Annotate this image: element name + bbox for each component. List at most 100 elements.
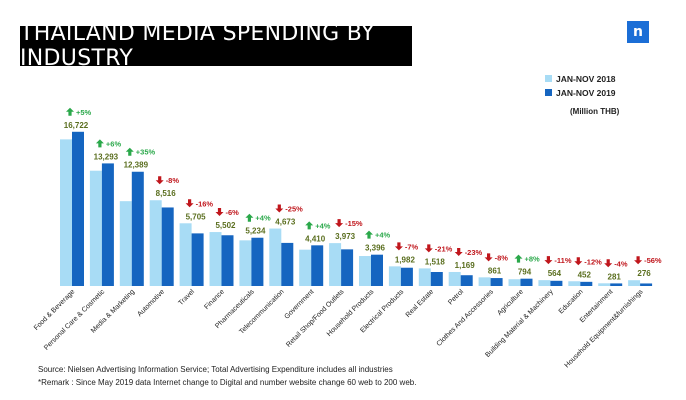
value-label: 3,396 (365, 244, 386, 253)
change-label: +4% (255, 214, 271, 223)
category-label: Travel (177, 288, 196, 307)
change-label: -4% (614, 259, 628, 268)
bar-2019 (281, 242, 294, 286)
value-label: 5,705 (186, 212, 207, 221)
change-label: -8% (166, 176, 180, 185)
category-label: Personal Care & Cosmetic (43, 288, 107, 352)
value-label: 13,293 (94, 152, 119, 161)
category-label: Education (558, 288, 585, 315)
value-label: 861 (488, 266, 502, 275)
bar-2019 (131, 171, 144, 286)
arrow-up-icon (245, 213, 254, 222)
value-label: 1,169 (455, 261, 476, 270)
category-label: Finance (203, 288, 226, 311)
bar-2018 (448, 271, 461, 286)
bars-group (60, 131, 653, 286)
unit-label: (Million THB) (570, 107, 620, 116)
bar-2018 (239, 240, 252, 286)
arrow-up-icon (514, 254, 523, 263)
change-label: -12% (584, 257, 602, 266)
bar-2019 (490, 278, 503, 286)
bar-2019 (101, 163, 114, 286)
value-label: 16,722 (64, 121, 89, 130)
change-label: -16% (196, 199, 214, 208)
arrow-down-icon (634, 256, 643, 265)
category-label: Automotive (136, 288, 166, 318)
arrow-down-icon (424, 244, 433, 253)
bar-2018 (119, 201, 132, 286)
arrow-down-icon (335, 219, 344, 228)
bar-2018 (359, 256, 371, 286)
bar-2019 (610, 283, 623, 286)
bar-2018 (598, 283, 611, 286)
value-label: 8,516 (156, 189, 177, 198)
bar-2018 (209, 232, 222, 286)
value-label: 5,502 (215, 221, 236, 230)
bar-2018 (149, 200, 162, 286)
arrow-down-icon (215, 208, 224, 217)
arrow-down-icon (484, 253, 493, 262)
category-label: Clothes And Accessories (436, 288, 496, 348)
bar-2019 (311, 245, 324, 286)
change-label: -56% (644, 256, 662, 265)
legend-label-2018: JAN-NOV 2018 (556, 74, 616, 84)
change-label: +5% (76, 108, 92, 117)
arrow-up-icon (95, 139, 104, 148)
bar-2019 (371, 254, 383, 286)
change-label: -11% (554, 256, 571, 265)
arrow-down-icon (394, 242, 403, 251)
bar-2019 (520, 278, 533, 286)
bar-2019 (161, 207, 174, 286)
bar-2018 (568, 281, 581, 286)
legend-swatch-2018 (545, 75, 552, 82)
bar-2019 (341, 249, 354, 286)
bar-2019 (221, 235, 234, 286)
arrow-down-icon (544, 256, 553, 265)
value-label: 452 (578, 270, 592, 279)
value-label: 1,982 (395, 255, 416, 264)
bar-2019 (251, 237, 264, 286)
bar-2018 (269, 228, 282, 286)
category-label: Retail Shop/Food Outlets (285, 288, 346, 349)
legend-label-2019: JAN-NOV 2019 (556, 88, 616, 98)
legend-swatch-2019 (545, 89, 552, 96)
category-label: Building Material & Machinery (484, 288, 555, 359)
arrow-up-icon (305, 221, 314, 230)
change-label: +8% (525, 255, 541, 264)
change-label: +35% (136, 148, 156, 157)
bar-2019 (550, 280, 563, 286)
arrow-down-icon (185, 199, 194, 208)
arrow-down-icon (275, 204, 284, 213)
bar-2018 (628, 280, 641, 286)
legend: JAN-NOV 2018 JAN-NOV 2019 (Million THB) (545, 74, 620, 116)
bar-2019 (430, 272, 443, 286)
category-label: Agriculture (496, 288, 525, 317)
change-label: +4% (315, 221, 331, 230)
arrow-up-icon (125, 147, 134, 156)
change-label: -25% (285, 205, 303, 214)
bar-2019 (580, 281, 593, 286)
bar-2018 (418, 268, 431, 286)
bar-2019 (400, 267, 413, 286)
value-label: 281 (608, 272, 622, 281)
value-label: 276 (637, 269, 651, 278)
value-label: 12,389 (124, 161, 149, 170)
arrow-up-icon (365, 230, 373, 239)
change-label: -21% (435, 244, 453, 253)
arrow-up-icon (66, 107, 74, 116)
remark-note: *Remark : Since May 2019 data Internet c… (38, 378, 417, 387)
change-label: -23% (465, 248, 483, 257)
category-label: Petrol (447, 288, 465, 306)
bar-2019 (640, 283, 653, 286)
source-note: Source: Nielsen Advertising Information … (38, 365, 393, 374)
value-label: 5,234 (245, 227, 266, 236)
change-label: -6% (226, 208, 240, 217)
change-label: +6% (106, 139, 122, 148)
arrow-down-icon (155, 176, 164, 185)
value-label: 4,673 (275, 218, 296, 227)
value-label: 4,410 (305, 234, 326, 243)
bar-2018 (388, 266, 401, 286)
bar-2018 (508, 279, 521, 286)
arrow-down-icon (454, 247, 463, 256)
